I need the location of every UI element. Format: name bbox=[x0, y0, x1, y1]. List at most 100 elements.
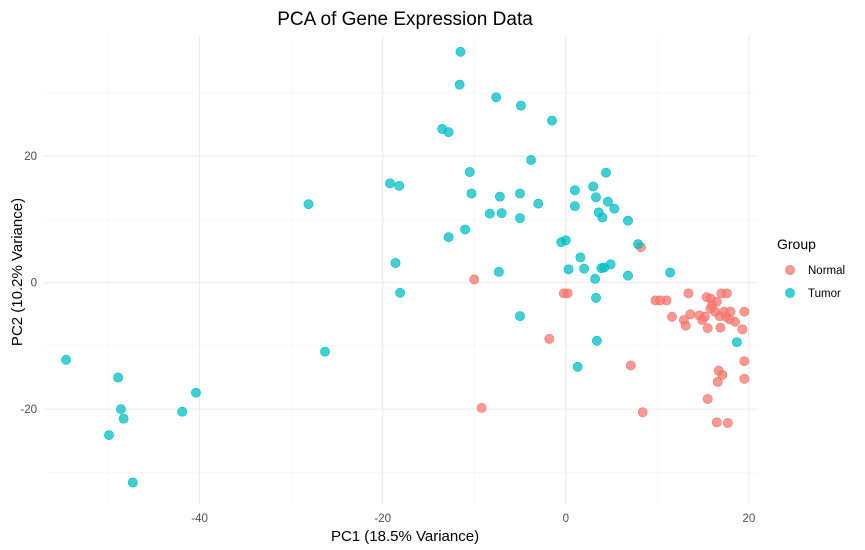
x-tick-label: 0 bbox=[563, 513, 569, 525]
data-point-tumor bbox=[526, 155, 536, 165]
y-tick-label: 0 bbox=[31, 278, 37, 290]
data-point-tumor bbox=[597, 212, 608, 223]
data-point-normal bbox=[717, 370, 728, 380]
data-point-normal bbox=[739, 373, 750, 384]
data-point-tumor bbox=[516, 100, 526, 111]
x-tick-label: -20 bbox=[374, 513, 391, 525]
data-point-normal bbox=[715, 322, 726, 333]
data-point-tumor bbox=[303, 199, 314, 210]
data-point-normal bbox=[730, 316, 740, 327]
data-point-tumor bbox=[623, 215, 633, 226]
data-point-tumor bbox=[533, 198, 544, 209]
data-point-normal bbox=[697, 315, 708, 325]
x-axis-title: PC1 (18.5% Variance) bbox=[331, 528, 479, 545]
grid-lines bbox=[44, 36, 758, 504]
data-point-tumor bbox=[623, 270, 633, 281]
data-point-tumor bbox=[665, 267, 675, 278]
legend-title: Group bbox=[777, 236, 816, 252]
data-point-tumor bbox=[104, 430, 114, 440]
data-point-tumor bbox=[493, 266, 504, 277]
data-point-normal bbox=[476, 402, 487, 413]
data-point-normal bbox=[711, 417, 722, 428]
data-point-normal bbox=[722, 418, 733, 428]
data-point-tumor bbox=[570, 185, 580, 196]
data-point-tumor bbox=[113, 372, 123, 383]
data-point-tumor bbox=[496, 208, 507, 218]
data-point-tumor bbox=[732, 337, 742, 347]
x-tick-labels: -40 -20 0 20 bbox=[191, 513, 755, 525]
y-axis-title: PC2 (10.2% Variance) bbox=[9, 198, 26, 346]
data-point-tumor bbox=[575, 252, 586, 263]
data-point-tumor bbox=[464, 167, 475, 177]
data-points bbox=[61, 46, 750, 488]
data-point-tumor bbox=[603, 196, 613, 207]
data-point-tumor bbox=[570, 201, 580, 211]
data-point-normal bbox=[685, 309, 696, 320]
legend-label-normal: Normal bbox=[808, 265, 845, 277]
data-point-tumor bbox=[563, 264, 574, 275]
data-point-tumor bbox=[591, 292, 601, 303]
data-point-normal bbox=[637, 407, 648, 418]
data-point-normal bbox=[702, 394, 713, 404]
y-tick-label: 20 bbox=[24, 151, 37, 163]
data-point-normal bbox=[702, 323, 713, 334]
data-point-normal bbox=[562, 288, 573, 299]
data-point-tumor bbox=[605, 259, 616, 270]
data-point-normal bbox=[680, 320, 691, 331]
data-point-tumor bbox=[515, 311, 525, 322]
data-point-tumor bbox=[443, 127, 454, 138]
data-point-tumor bbox=[443, 232, 454, 242]
data-point-tumor bbox=[116, 404, 126, 414]
data-point-tumor bbox=[601, 167, 611, 178]
data-point-tumor bbox=[191, 387, 201, 398]
x-tick-label: -40 bbox=[191, 513, 208, 525]
x-tick-label: 20 bbox=[742, 513, 755, 525]
data-point-tumor bbox=[455, 46, 466, 57]
data-point-tumor bbox=[572, 361, 583, 372]
data-point-tumor bbox=[395, 287, 405, 298]
data-point-tumor bbox=[127, 477, 138, 488]
data-point-tumor bbox=[61, 354, 71, 365]
data-point-tumor bbox=[592, 335, 602, 346]
data-point-tumor bbox=[460, 224, 470, 235]
y-tick-labels: -20 0 20 bbox=[20, 151, 37, 416]
data-point-normal bbox=[739, 356, 750, 366]
data-point-normal bbox=[683, 288, 694, 299]
data-point-tumor bbox=[591, 192, 601, 203]
data-point-normal bbox=[667, 311, 677, 322]
data-point-tumor bbox=[588, 181, 599, 192]
data-point-tumor bbox=[484, 208, 495, 219]
data-point-tumor bbox=[491, 92, 502, 103]
data-point-tumor bbox=[177, 406, 188, 417]
data-point-tumor bbox=[633, 239, 643, 249]
chart-title: PCA of Gene Expression Data bbox=[277, 9, 533, 30]
data-point-tumor bbox=[515, 213, 525, 223]
data-point-tumor bbox=[390, 258, 401, 268]
data-point-tumor bbox=[560, 235, 571, 246]
data-point-tumor bbox=[515, 188, 525, 199]
data-point-normal bbox=[739, 306, 750, 317]
legend-key-normal bbox=[785, 265, 795, 275]
data-point-normal bbox=[661, 295, 672, 306]
data-point-tumor bbox=[394, 180, 405, 191]
data-point-normal bbox=[544, 333, 555, 344]
data-point-tumor bbox=[385, 178, 395, 189]
data-point-tumor bbox=[579, 263, 589, 274]
data-point-normal bbox=[712, 376, 723, 387]
data-point-tumor bbox=[454, 79, 465, 90]
legend-label-tumor: Tumor bbox=[808, 288, 841, 300]
legend: Group Normal Tumor bbox=[777, 236, 845, 300]
y-tick-label: -20 bbox=[20, 404, 37, 416]
data-point-normal bbox=[625, 360, 636, 371]
data-point-normal bbox=[469, 274, 480, 285]
data-point-tumor bbox=[118, 413, 129, 424]
data-point-tumor bbox=[320, 346, 330, 357]
data-point-tumor bbox=[466, 188, 477, 199]
data-point-normal bbox=[737, 324, 748, 335]
data-point-tumor bbox=[547, 115, 557, 126]
legend-key-tumor bbox=[785, 288, 795, 298]
data-point-normal bbox=[722, 288, 732, 299]
data-point-tumor bbox=[590, 273, 600, 284]
data-point-tumor bbox=[494, 191, 505, 202]
